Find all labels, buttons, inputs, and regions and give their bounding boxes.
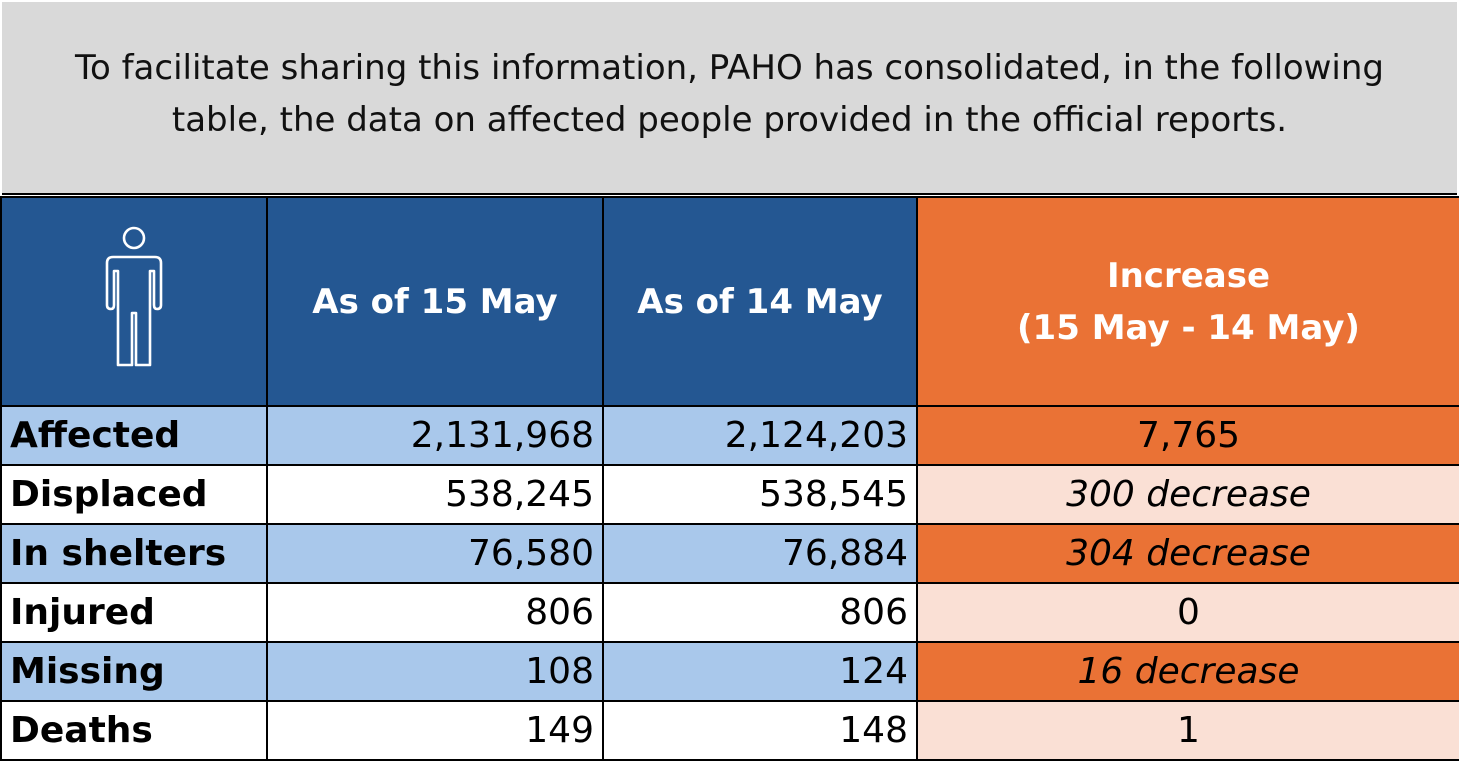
row-increase: 0 xyxy=(916,582,1459,643)
header-col-current: As of 15 May xyxy=(266,196,604,407)
row-previous: 806 xyxy=(602,582,918,643)
row-previous: 538,545 xyxy=(602,464,918,525)
row-current: 76,580 xyxy=(266,523,604,584)
row-label: Displaced xyxy=(0,464,268,525)
row-previous: 2,124,203 xyxy=(602,405,918,466)
table-row: Affected 2,131,968 2,124,203 7,765 xyxy=(0,405,1459,466)
table-row: Deaths 149 148 1 xyxy=(0,700,1459,761)
table-row: In shelters 76,580 76,884 304 decrease xyxy=(0,523,1459,584)
header-increase-line2: (15 May - 14 May) xyxy=(1017,307,1360,348)
header-icon-cell xyxy=(0,196,268,407)
row-previous: 76,884 xyxy=(602,523,918,584)
table-row: Missing 108 124 16 decrease xyxy=(0,641,1459,702)
row-label: Deaths xyxy=(0,700,268,761)
row-label: In shelters xyxy=(0,523,268,584)
header-increase-line1: Increase xyxy=(1106,255,1271,296)
row-current: 538,245 xyxy=(266,464,604,525)
row-increase: 304 decrease xyxy=(916,523,1459,584)
row-increase: 300 decrease xyxy=(916,464,1459,525)
row-current: 149 xyxy=(266,700,604,761)
table-header-row: As of 15 May As of 14 May Increase (15 M… xyxy=(0,196,1459,407)
row-increase: 7,765 xyxy=(916,405,1459,466)
row-current: 108 xyxy=(266,641,604,702)
row-label: Affected xyxy=(0,405,268,466)
row-previous: 124 xyxy=(602,641,918,702)
row-increase: 16 decrease xyxy=(916,641,1459,702)
row-current: 806 xyxy=(266,582,604,643)
intro-text: To facilitate sharing this information, … xyxy=(74,47,1385,140)
table-row: Displaced 538,245 538,545 300 decrease xyxy=(0,464,1459,525)
intro-banner: To facilitate sharing this information, … xyxy=(2,2,1457,195)
row-increase: 1 xyxy=(916,700,1459,761)
header-col-increase: Increase (15 May - 14 May) xyxy=(916,196,1459,407)
header-col-previous: As of 14 May xyxy=(602,196,918,407)
row-label: Missing xyxy=(0,641,268,702)
row-current: 2,131,968 xyxy=(266,405,604,466)
row-label: Injured xyxy=(0,582,268,643)
person-icon xyxy=(105,226,163,366)
affected-people-table: As of 15 May As of 14 May Increase (15 M… xyxy=(0,196,1459,761)
table-row: Injured 806 806 0 xyxy=(0,582,1459,643)
row-previous: 148 xyxy=(602,700,918,761)
